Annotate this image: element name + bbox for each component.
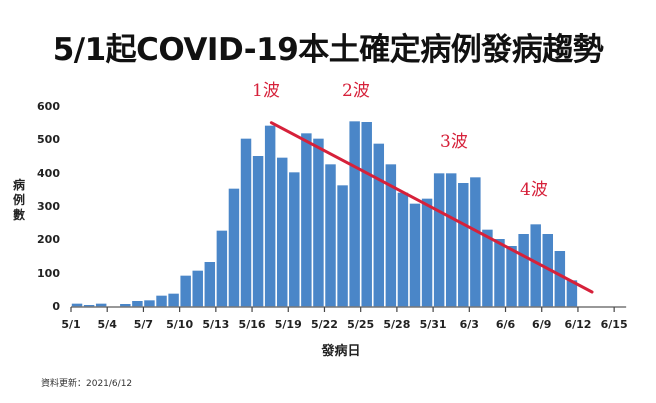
bar-6/11 xyxy=(566,280,578,307)
bar-6/10 xyxy=(554,251,566,307)
x-axis-label: 發病日 xyxy=(321,344,361,359)
x-tick-label: 5/16 xyxy=(238,318,266,331)
x-tick-label: 5/13 xyxy=(202,318,230,331)
trend-line xyxy=(269,121,594,294)
data-update-note: 資料更新：2021/6/12 xyxy=(41,379,133,389)
bar-5/11 xyxy=(192,270,203,307)
y-tick-label: 600 xyxy=(37,100,60,113)
wave-label-4: 4波 xyxy=(520,180,548,200)
bar-5/28 xyxy=(397,192,409,307)
bar-5/20 xyxy=(301,133,312,307)
bar-5/18 xyxy=(276,157,288,307)
bar-5/13 xyxy=(216,230,228,307)
bar-6/6 xyxy=(506,246,517,307)
bar-5/26 xyxy=(373,143,385,307)
bar-5/19 xyxy=(289,172,300,307)
bar-6/4 xyxy=(482,229,493,307)
bar-6/5 xyxy=(494,239,505,307)
bar-5/12 xyxy=(204,262,216,307)
bar-5/8 xyxy=(156,295,167,307)
bar-5/31 xyxy=(433,173,445,307)
x-tick-label: 6/3 xyxy=(459,318,479,331)
y-axis-label: 病例數 xyxy=(12,178,25,222)
bar-6/9 xyxy=(542,234,553,307)
x-tick-label: 5/4 xyxy=(97,318,117,331)
bar-6/1 xyxy=(445,173,457,307)
x-tick-label: 5/19 xyxy=(274,318,302,331)
x-tick-label: 5/10 xyxy=(166,318,194,331)
y-tick-label: 300 xyxy=(37,200,60,213)
bar-5/1 xyxy=(71,303,83,307)
bar-5/25 xyxy=(361,122,372,307)
x-tick-label: 5/22 xyxy=(310,318,338,331)
bar-5/21 xyxy=(313,138,324,307)
bar-5/30 xyxy=(421,198,433,307)
wave-label-3: 3波 xyxy=(440,132,468,152)
bar-5/15 xyxy=(240,138,252,307)
bar-5/17 xyxy=(264,125,276,308)
bar-6/8 xyxy=(530,224,541,307)
bar-5/23 xyxy=(337,185,348,307)
bar-6/2 xyxy=(458,183,469,307)
bar-5/5 xyxy=(120,304,131,307)
bar-5/2 xyxy=(83,305,95,307)
bar-5/16 xyxy=(252,156,264,307)
y-tick-label: 100 xyxy=(37,266,60,280)
bar-5/10 xyxy=(180,275,191,307)
bar-5/24 xyxy=(349,121,360,307)
x-tick-label: 5/31 xyxy=(419,318,447,331)
bar-6/7 xyxy=(518,234,529,307)
bar-5/14 xyxy=(228,188,240,307)
bar-5/22 xyxy=(325,164,336,307)
y-tick-label: 0 xyxy=(52,300,60,313)
bar-6/3 xyxy=(470,177,481,307)
x-tick-label: 6/12 xyxy=(564,318,592,331)
x-tick-label: 5/1 xyxy=(61,318,81,331)
bar-5/27 xyxy=(385,164,397,307)
y-tick-label: 400 xyxy=(37,166,60,180)
x-tick-label: 6/6 xyxy=(495,318,516,331)
x-tick-label: 5/28 xyxy=(383,318,411,331)
chart-title: 5/1起COVID-19本土確定病例發病趨勢 xyxy=(52,32,604,68)
y-tick-label: 200 xyxy=(37,233,60,247)
y-tick-label: 500 xyxy=(37,133,60,147)
x-tick-label: 5/25 xyxy=(347,318,375,331)
x-tick-label: 5/7 xyxy=(133,318,154,331)
x-tick-label: 6/15 xyxy=(600,318,628,331)
bar-5/3 xyxy=(95,303,107,307)
bar-5/9 xyxy=(168,293,179,307)
bar-5/7 xyxy=(144,300,155,307)
x-tick-label: 6/9 xyxy=(532,318,552,331)
bar-5/6 xyxy=(132,301,143,307)
bar-5/29 xyxy=(409,203,421,307)
wave-label-2: 2波 xyxy=(342,81,370,101)
wave-label-1: 1波 xyxy=(252,81,280,101)
